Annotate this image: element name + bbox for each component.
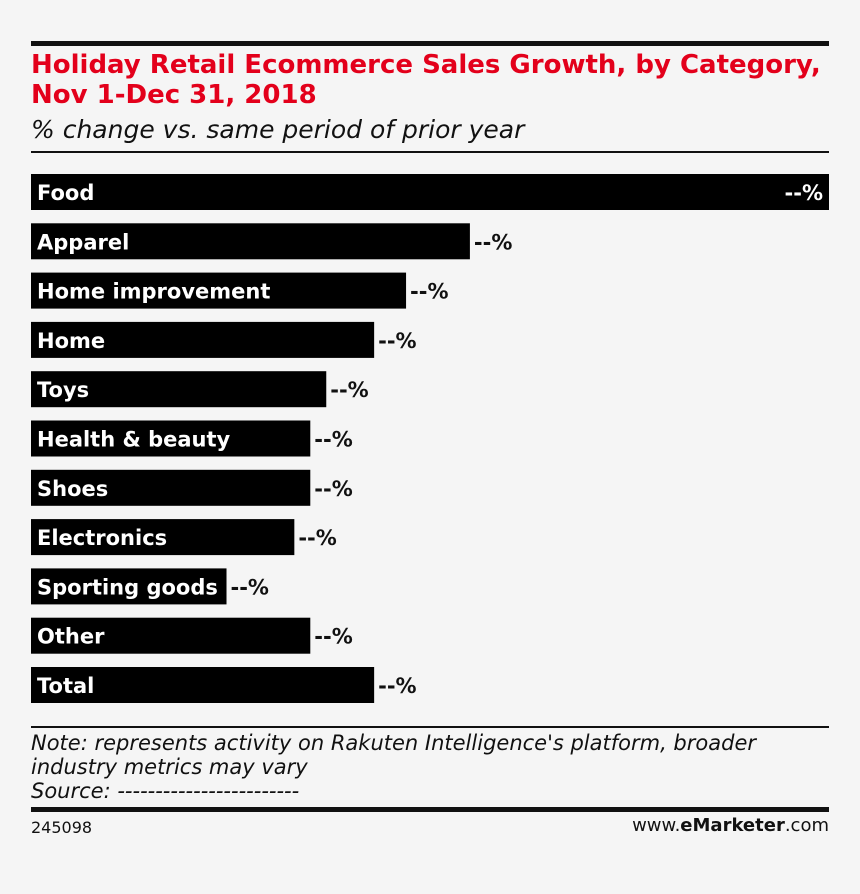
note-line-1: Note: represents activity on Rakuten Int… [31,731,756,755]
category-label-health-and-beauty: Health & beauty [37,428,231,452]
subtitle-rule [31,151,829,153]
chart-title: Holiday Retail Ecommerce Sales Growth, b… [31,50,821,110]
bar-home-improvement [31,272,407,309]
category-label-electronics: Electronics [37,526,167,550]
category-label-apparel: Apparel [37,230,129,254]
category-label-shoes: Shoes [37,477,108,501]
bars-group: Food --% Apparel --% Home improvement --% Home… [31,174,829,703]
bar-home [31,321,375,358]
category-label-home-improvement: Home improvement [37,280,270,304]
value-label-electronics: --% [298,526,336,550]
value-label-food: --% [785,181,823,205]
value-label-total: --% [378,674,416,698]
value-label-shoes: --% [314,477,352,501]
category-label-food: Food [37,181,94,205]
value-label-home-improvement: --% [410,280,448,304]
value-label-other: --% [314,625,352,649]
brand-suffix: .com [784,815,829,836]
chart-id: 245098 [31,818,93,837]
bar-electronics [31,519,295,556]
bar-sporting-goods [31,568,227,605]
brand-name: eMarketer [680,815,785,836]
chart-note: Note: represents activity on Rakuten Int… [31,731,831,803]
category-label-sporting-goods: Sporting goods [37,575,218,599]
chart-subtitle: % change vs. same period of prior year [31,115,525,144]
value-label-toys: --% [330,378,368,402]
top-rule [31,41,829,46]
bottom-rule [31,807,829,812]
source-line: Source: ------------------------ [31,779,300,803]
category-label-home: Home [37,329,105,353]
value-label-health-and-beauty: --% [314,428,352,452]
bar-toys [31,371,327,408]
brand-prefix: www. [632,815,681,836]
bar-apparel [31,223,470,260]
bar-total [31,667,375,703]
bar-food [31,174,829,210]
category-label-total: Total [37,674,94,698]
brand-url[interactable]: www.eMarketer.com [632,815,829,836]
value-label-apparel: --% [474,230,512,254]
bar-chart: Food --% Apparel --% Home improvement --% Home… [31,174,829,703]
bar-other [31,617,311,654]
note-rule [31,726,829,728]
category-label-other: Other [37,625,105,649]
value-label-home: --% [378,329,416,353]
category-label-toys: Toys [37,378,89,402]
bar-health-and-beauty [31,420,311,457]
note-line-2: industry metrics may vary [31,755,308,779]
value-label-sporting-goods: --% [231,575,269,599]
bar-shoes [31,469,311,506]
